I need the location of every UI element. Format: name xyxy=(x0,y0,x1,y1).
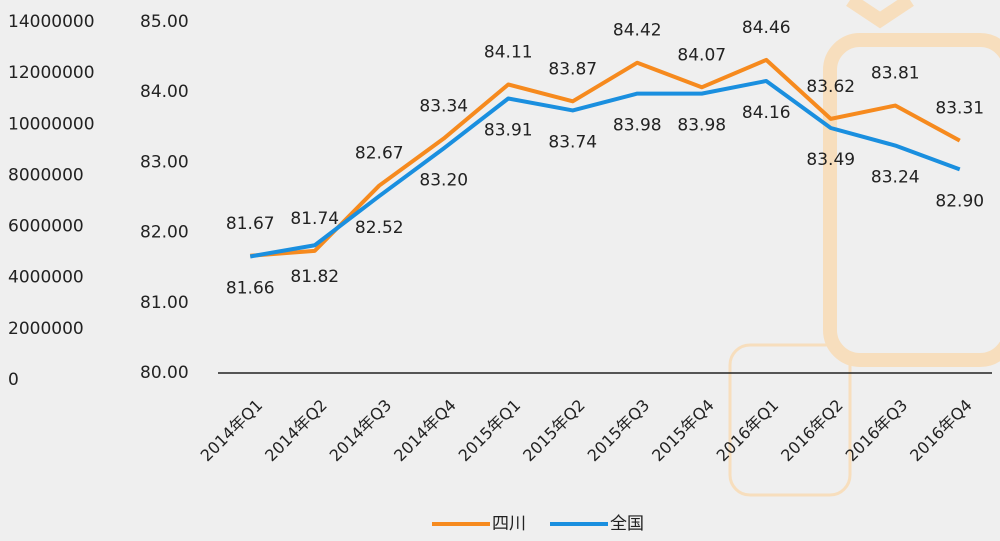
legend-label: 全国 xyxy=(610,514,644,534)
x-tick-label: 2014年Q4 xyxy=(390,396,460,466)
x-tick-label: 2015年Q4 xyxy=(648,396,718,466)
data-label: 84.11 xyxy=(484,42,533,62)
y-tick-label: 12000000 xyxy=(8,63,95,83)
data-label: 82.90 xyxy=(935,191,984,211)
y-tick-label: 8000000 xyxy=(8,165,84,185)
data-label: 83.24 xyxy=(871,168,920,188)
y-tick-label: 6000000 xyxy=(8,217,84,237)
data-label: 81.66 xyxy=(226,278,275,298)
y2-tick-label: 85.00 xyxy=(140,12,189,32)
data-label: 81.82 xyxy=(290,267,339,287)
x-tick-label: 2014年Q3 xyxy=(326,396,396,466)
data-label: 83.98 xyxy=(613,116,662,136)
data-label: 83.87 xyxy=(548,59,597,79)
x-tick-label: 2016年Q1 xyxy=(713,396,783,466)
y-tick-label: 2000000 xyxy=(8,319,84,339)
page: {"chart_data": {"type": "line", "categor… xyxy=(0,0,1000,541)
data-label: 84.07 xyxy=(677,45,726,65)
data-label: 83.74 xyxy=(548,132,597,152)
y2-tick-label: 82.00 xyxy=(140,223,189,243)
data-label: 83.20 xyxy=(419,170,468,190)
x-tick-label: 2016年Q4 xyxy=(906,396,976,466)
x-tick-label: 2014年Q1 xyxy=(197,396,267,466)
x-tick-label: 2015年Q1 xyxy=(455,396,525,466)
x-tick-label: 2015年Q2 xyxy=(519,396,589,466)
x-tick-label: 2015年Q3 xyxy=(584,396,654,466)
y2-tick-label: 80.00 xyxy=(140,363,189,383)
data-label: 81.74 xyxy=(290,209,339,229)
data-label: 83.81 xyxy=(871,64,920,84)
data-label: 83.34 xyxy=(419,97,468,117)
y2-tick-label: 84.00 xyxy=(140,82,189,102)
y-tick-label: 0 xyxy=(8,370,19,390)
y-tick-label: 10000000 xyxy=(8,114,95,134)
x-tick-label: 2016年Q3 xyxy=(842,396,912,466)
data-label: 84.42 xyxy=(613,21,662,41)
data-label: 83.49 xyxy=(806,150,855,170)
legend-label: 四川 xyxy=(492,514,526,534)
x-tick-label: 2014年Q2 xyxy=(261,396,331,466)
y-tick-label: 14000000 xyxy=(8,12,95,32)
y2-tick-label: 83.00 xyxy=(140,152,189,172)
data-label: 83.62 xyxy=(806,77,855,97)
data-label: 82.52 xyxy=(355,218,404,238)
x-tick-label: 2016年Q2 xyxy=(777,396,847,466)
data-label: 83.98 xyxy=(677,116,726,136)
data-label: 82.67 xyxy=(355,144,404,164)
y2-tick-label: 81.00 xyxy=(140,293,189,313)
data-label: 84.46 xyxy=(742,18,791,38)
data-label: 81.67 xyxy=(226,214,275,234)
y-tick-label: 4000000 xyxy=(8,268,84,288)
data-label: 83.31 xyxy=(935,99,984,119)
data-label: 83.91 xyxy=(484,121,533,141)
data-label: 84.16 xyxy=(742,103,791,123)
chart: 0 2000000 4000000 6000000 8000000 10000000 120… xyxy=(0,0,1000,541)
